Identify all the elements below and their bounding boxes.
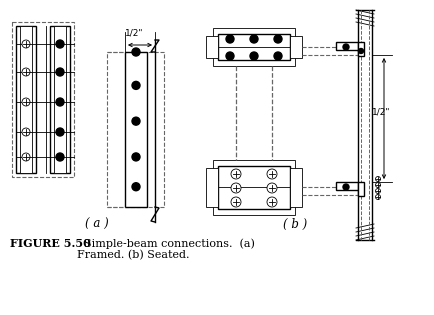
Circle shape	[56, 68, 64, 76]
Circle shape	[250, 35, 257, 43]
Circle shape	[375, 194, 380, 199]
Bar	[125, 52, 147, 207]
Bar	[206, 36, 217, 58]
Circle shape	[375, 176, 380, 181]
Circle shape	[358, 49, 363, 54]
Circle shape	[266, 183, 276, 193]
Circle shape	[22, 40, 30, 48]
Circle shape	[56, 128, 64, 136]
Circle shape	[250, 52, 257, 60]
Circle shape	[56, 40, 64, 48]
Circle shape	[22, 98, 30, 106]
Text: 1/2": 1/2"	[371, 107, 390, 117]
Bar	[335, 42, 357, 50]
Bar	[54, 26, 66, 173]
Bar	[213, 160, 294, 215]
Bar	[206, 168, 217, 207]
Bar	[16, 26, 36, 173]
Text: Simple-beam connections.  (a)
Framed. (b) Seated.: Simple-beam connections. (a) Framed. (b)…	[77, 238, 254, 261]
Circle shape	[132, 153, 140, 161]
Bar	[213, 28, 294, 66]
Text: ( a ): ( a )	[85, 218, 108, 231]
Circle shape	[56, 98, 64, 106]
Circle shape	[132, 48, 140, 56]
Bar	[335, 182, 357, 190]
Circle shape	[230, 169, 240, 179]
Bar	[217, 166, 289, 209]
Bar	[357, 42, 363, 56]
Circle shape	[22, 128, 30, 136]
Circle shape	[342, 44, 348, 50]
Circle shape	[132, 117, 140, 125]
Bar	[289, 36, 301, 58]
Text: ( b ): ( b )	[282, 218, 306, 231]
Circle shape	[375, 188, 380, 193]
Circle shape	[342, 184, 348, 190]
Bar	[107, 52, 164, 207]
Circle shape	[132, 81, 140, 89]
Circle shape	[266, 197, 276, 207]
Bar	[289, 168, 301, 207]
Circle shape	[230, 197, 240, 207]
Circle shape	[266, 169, 276, 179]
Text: FIGURE 5.50: FIGURE 5.50	[10, 238, 91, 249]
Bar	[12, 22, 74, 177]
Circle shape	[375, 182, 380, 187]
Bar	[357, 182, 363, 196]
Circle shape	[226, 52, 233, 60]
Circle shape	[132, 183, 140, 191]
Text: 1/2": 1/2"	[125, 29, 143, 38]
Circle shape	[230, 183, 240, 193]
Circle shape	[22, 68, 30, 76]
Circle shape	[56, 153, 64, 161]
Bar	[20, 26, 32, 173]
Bar	[217, 34, 289, 60]
Bar	[50, 26, 70, 173]
Circle shape	[22, 153, 30, 161]
Circle shape	[273, 52, 281, 60]
Circle shape	[273, 35, 281, 43]
Circle shape	[226, 35, 233, 43]
